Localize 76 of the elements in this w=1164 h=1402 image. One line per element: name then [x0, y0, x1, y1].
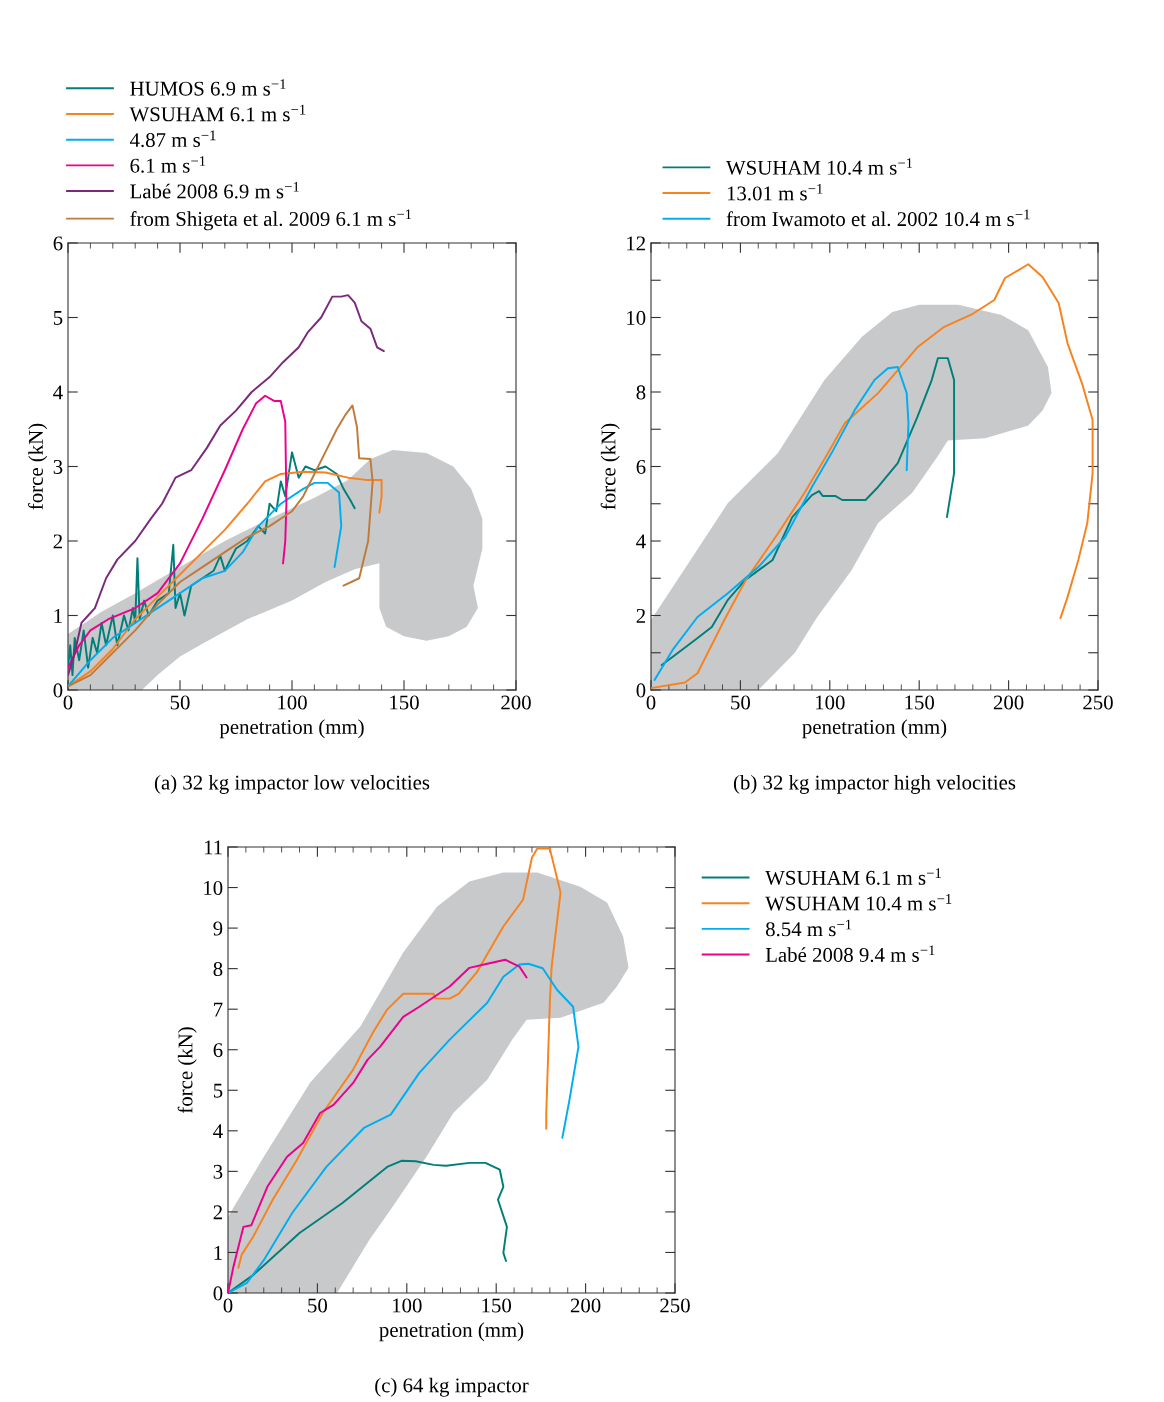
line-series	[68, 451, 356, 677]
y-tick-label: 12	[627, 236, 645, 251]
legend-label: Labé 2008 6.9 m s$^{−1}$	[130, 181, 299, 199]
y-tick-label: 10	[204, 880, 223, 895]
line-series	[228, 962, 580, 1293]
y-tick-label: 11	[204, 840, 222, 855]
line-series	[68, 404, 374, 688]
legend-label: 13.01 m s$^{−1}$	[727, 183, 823, 201]
y-tick-label: 2	[53, 534, 62, 549]
x-tick-label: 200	[501, 695, 531, 710]
x-tick-label: 250	[1083, 695, 1113, 710]
legend-label: WSUHAM 6.1 m s$^{−1}$	[765, 868, 941, 885]
y-tick-label: 6	[636, 459, 646, 474]
text: (a) 32 kg impactor low velocities	[154, 774, 430, 794]
y-axis-title: force (kN)	[177, 1027, 197, 1114]
line-series	[237, 847, 562, 1269]
x-axis-title: penetration (mm)	[802, 719, 947, 739]
y-tick-label: 8	[213, 962, 223, 977]
legend-label: from Iwamoto et al. 2002 10.4 m s$^{−1}$	[726, 209, 1030, 227]
line-series	[660, 357, 956, 667]
legend-label: WSUHAM 10.4 m s$^{−1}$	[765, 894, 952, 911]
x-tick-label: 50	[308, 1298, 328, 1313]
x-tick-label: 200	[993, 695, 1024, 710]
legend-label: 4.87 m s$^{−1}$	[129, 130, 216, 148]
y-tick-label: 2	[213, 1205, 222, 1220]
x-tick-label: 0	[63, 695, 73, 710]
line-series	[651, 263, 1094, 690]
y-tick-label: 0	[213, 1286, 223, 1301]
legend-label: 8.54 m s$^{−1}$	[765, 919, 852, 937]
x-tick-label: 100	[816, 695, 845, 710]
x-tick-label: 200	[570, 1298, 601, 1313]
y-tick-label: 5	[213, 1083, 223, 1098]
y-tick-label: 7	[214, 1002, 223, 1017]
y-tick-label: 3	[53, 459, 63, 474]
x-tick-label: 100	[278, 695, 307, 710]
y-tick-label: 5	[53, 311, 63, 325]
x-tick-label: 250	[660, 1298, 690, 1313]
x-axis-title: penetration (mm)	[219, 719, 364, 739]
x-tick-label: 150	[482, 1298, 512, 1313]
y-axis-title: force (kN)	[600, 423, 620, 510]
y-tick-label: 6	[53, 236, 63, 251]
x-tick-label: 100	[393, 1298, 422, 1313]
line-series	[68, 394, 288, 669]
y-tick-label: 10	[627, 310, 646, 325]
y-tick-label: 1	[54, 608, 62, 623]
line-series	[68, 294, 385, 677]
x-tick-label: 0	[646, 695, 656, 710]
y-tick-label: 9	[213, 921, 223, 936]
x-axis-title: penetration (mm)	[379, 1322, 524, 1342]
line-series	[68, 481, 343, 688]
x-tick-label: 50	[731, 695, 751, 710]
y-tick-label: 0	[53, 683, 63, 698]
y-tick-label: 2	[636, 608, 645, 623]
text: (b) 32 kg impactor high velocities	[733, 774, 1016, 794]
legend-label: from Shigeta et al. 2009 6.1 m s$^{−1}$	[130, 209, 412, 231]
legend-label: WSUHAM 10.4 m s$^{−1}$	[726, 158, 913, 175]
y-tick-label: 4	[213, 1124, 223, 1139]
y-tick-label: 4	[53, 385, 63, 400]
x-tick-label: 150	[390, 695, 419, 710]
y-axis-title: force (kN)	[28, 423, 48, 510]
y-tick-label: 1	[214, 1245, 222, 1260]
legend-label: WSUHAM 6.1 m s$^{−1}$	[129, 104, 306, 122]
legend-label: 6.1 m s$^{−1}$	[130, 156, 206, 173]
text: (c) 64 kg impactor	[375, 1377, 529, 1397]
line-series	[228, 958, 528, 1293]
y-tick-label: 6	[213, 1043, 223, 1058]
x-tick-label: 50	[170, 695, 190, 710]
x-tick-label: 150	[905, 695, 935, 710]
y-tick-label: 3	[213, 1164, 223, 1179]
legend-label: HUMOS 6.9 m s$^{−1}$	[130, 79, 286, 96]
legend-label: Labé 2008 9.4 m s$^{−1}$	[765, 945, 935, 963]
line-series	[653, 366, 910, 681]
y-tick-label: 0	[636, 683, 646, 698]
line-series	[228, 1159, 508, 1293]
y-tick-label: 4	[636, 534, 646, 549]
y-tick-label: 8	[636, 385, 646, 400]
